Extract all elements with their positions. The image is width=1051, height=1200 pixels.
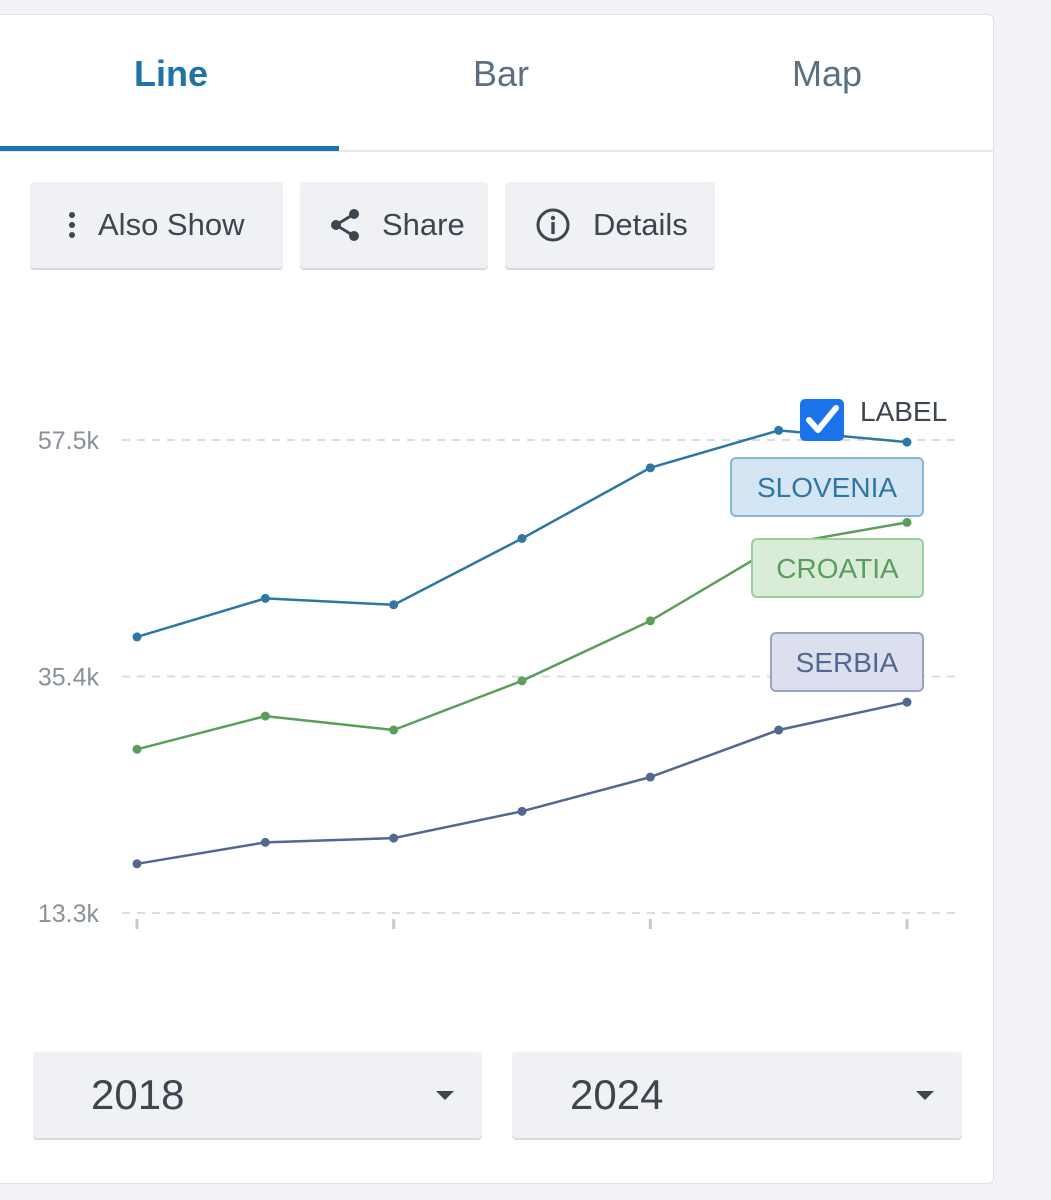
data-point <box>902 517 912 527</box>
label-toggle-text: LABEL <box>860 396 947 427</box>
chart-card: Line Bar Map Also Show Share Details <box>0 14 994 1184</box>
tab-line[interactable]: Line <box>134 53 209 94</box>
line-chart: 57.5k 35.4k 13.3k SLOVENIA CROATIA SERBIA LA… <box>38 396 962 929</box>
active-tab-indicator <box>0 146 339 151</box>
start-year-select[interactable]: 2018 <box>33 1052 482 1138</box>
data-point <box>902 437 912 447</box>
series-label-text: CROATIA <box>776 553 899 584</box>
data-point <box>260 837 270 847</box>
data-point <box>389 833 399 843</box>
data-point <box>645 772 655 782</box>
y-tick-label: 35.4k <box>38 664 100 692</box>
share-button[interactable]: Share <box>300 182 488 268</box>
data-point <box>645 463 655 473</box>
data-point <box>902 697 912 707</box>
tab-bar: Line Bar Map <box>0 15 994 152</box>
share-label: Share <box>382 207 465 242</box>
data-point <box>517 533 527 543</box>
data-point <box>132 632 142 642</box>
data-point <box>260 593 270 603</box>
series-label-box <box>730 457 924 517</box>
y-tick-label: 13.3k <box>38 900 100 928</box>
more-vertical-icon <box>69 212 75 238</box>
checkmark-icon <box>806 405 839 433</box>
details-label: Details <box>593 207 688 242</box>
chevron-down-icon <box>916 1090 934 1100</box>
tab-bar[interactable]: Bar <box>473 53 530 94</box>
also-show-label: Also Show <box>98 207 245 242</box>
series-label-box <box>751 538 924 598</box>
end-year-select[interactable]: 2024 <box>512 1052 962 1138</box>
label-toggle[interactable]: LABEL <box>800 396 947 441</box>
start-year-value: 2018 <box>91 1071 185 1118</box>
data-point <box>132 744 142 754</box>
series-line-serbia <box>136 700 908 866</box>
chevron-down-icon <box>436 1090 454 1100</box>
data-point <box>517 806 527 816</box>
data-point <box>389 600 399 610</box>
series-label-text: SERBIA <box>796 647 899 678</box>
data-point <box>774 425 784 435</box>
series-label-box <box>770 632 924 692</box>
also-show-button[interactable]: Also Show <box>30 182 283 268</box>
details-button[interactable]: Details <box>505 182 715 268</box>
data-point <box>389 725 399 735</box>
tab-map[interactable]: Map <box>792 53 863 94</box>
info-icon <box>536 208 570 242</box>
data-point <box>517 676 527 686</box>
data-point <box>132 859 142 869</box>
data-point <box>645 616 655 626</box>
data-point <box>260 711 270 721</box>
series-label-slovenia: SLOVENIA <box>730 457 924 517</box>
data-point <box>774 725 784 735</box>
end-year-value: 2024 <box>570 1071 664 1118</box>
y-tick-label: 57.5k <box>38 427 100 455</box>
series-label-croatia: CROATIA <box>751 538 924 598</box>
series-label-serbia: SERBIA <box>770 632 924 692</box>
share-icon <box>331 209 359 241</box>
series-label-text: SLOVENIA <box>757 472 897 503</box>
